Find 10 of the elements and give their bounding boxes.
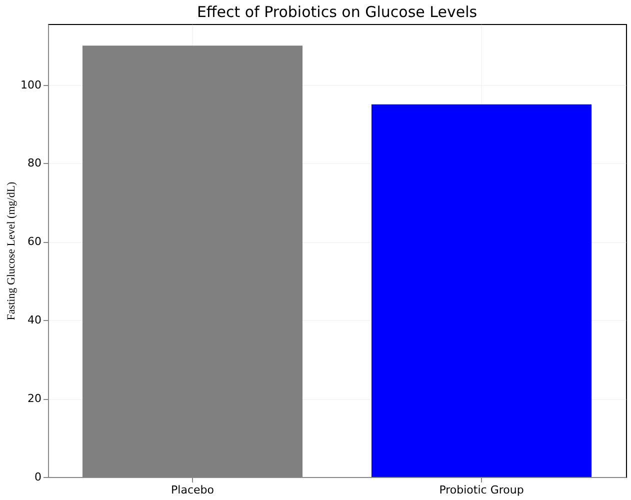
y-tick-label: 80 — [28, 156, 42, 170]
y-tick-label: 60 — [28, 235, 42, 248]
y-tick-label: 100 — [20, 78, 42, 92]
x-tick-label: Probiotic Group — [439, 484, 524, 496]
y-tick-label: 40 — [28, 314, 42, 327]
y-tick-label: 0 — [34, 470, 42, 484]
chart-title: Effect of Probiotics on Glucose Levels — [196, 3, 478, 21]
y-axis-title: Fasting Glucose Level (mg/dL) — [6, 181, 18, 320]
y-tick-label: 20 — [28, 392, 42, 406]
x-tick-label: Placebo — [171, 484, 214, 496]
